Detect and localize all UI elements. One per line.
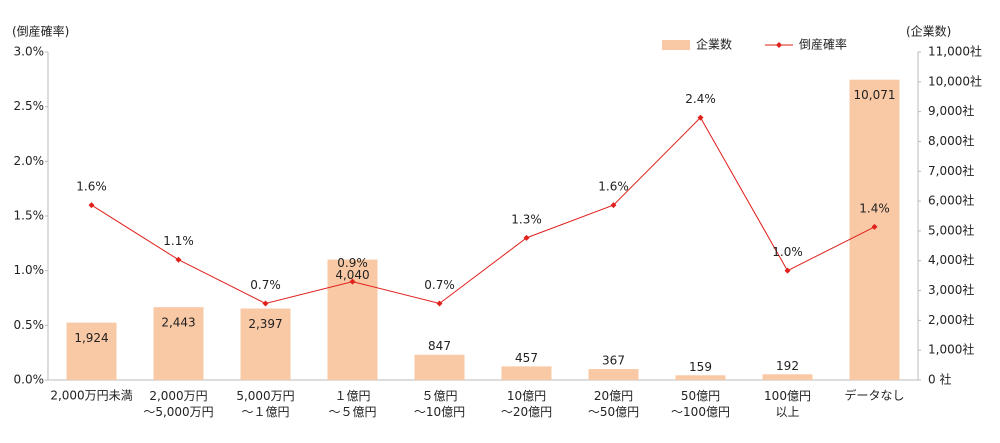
x-tick-label: 50億円～100億円 — [671, 389, 730, 419]
legend-swatch — [776, 42, 782, 48]
y2-tick-label: 8,000社 — [928, 133, 974, 148]
bar-value-label: 2,397 — [248, 317, 282, 331]
x-tick-label: 20億円～50億円 — [588, 389, 639, 419]
legend-label: 企業数 — [696, 37, 732, 52]
line-point — [88, 202, 95, 209]
y2-tick-label: 6,000社 — [928, 193, 974, 208]
bar — [762, 374, 813, 380]
bar-value-label: 457 — [515, 351, 538, 365]
y-tick-label: 3.0% — [14, 45, 45, 59]
line-point — [436, 300, 443, 307]
bar-value-label: 159 — [689, 360, 712, 374]
line-point — [697, 114, 704, 121]
y2-tick-label: 5,000社 — [928, 222, 974, 237]
bar-value-label: 1,924 — [74, 331, 108, 345]
y-tick-label: 2.0% — [14, 154, 45, 168]
legend-swatch — [662, 40, 690, 50]
bar-value-label: 367 — [602, 354, 625, 368]
y2-tick-label: 9,000社 — [928, 103, 974, 118]
line-point — [871, 223, 878, 230]
line-value-label: 1.6% — [598, 180, 629, 194]
bar-value-label: 10,071 — [854, 88, 896, 102]
y2-tick-label: 11,000社 — [928, 44, 982, 59]
bar — [588, 369, 639, 380]
line-value-label: 1.6% — [76, 180, 107, 194]
y-tick-label: 2.5% — [14, 99, 45, 113]
y-tick-label: 0.5% — [14, 318, 45, 332]
line-value-label: 0.9% — [337, 256, 368, 270]
line-point — [262, 300, 269, 307]
x-tick-label: 10億円～20億円 — [501, 389, 552, 419]
y2-axis-title: (企業数) — [906, 24, 951, 39]
line-point — [523, 234, 530, 241]
line-value-label: 1.4% — [859, 201, 890, 215]
y-tick-label: 1.0% — [14, 263, 45, 277]
x-tick-label: 2,000万円～5,000万円 — [143, 389, 213, 419]
y-axis-title: (倒産確率) — [12, 24, 69, 39]
x-tick-label: 100億円以上 — [764, 389, 811, 419]
y2-tick-label: 3,000社 — [928, 282, 974, 297]
y2-tick-label: 2,000社 — [928, 312, 974, 327]
line-value-label: 1.0% — [772, 245, 803, 259]
line-point — [610, 202, 617, 209]
line-point — [784, 267, 791, 274]
x-tick-label: １億円～５億円 — [328, 389, 376, 419]
line-value-label: 1.3% — [511, 212, 542, 226]
y2-tick-label: 1,000社 — [928, 342, 974, 357]
line-value-label: 1.1% — [163, 234, 194, 248]
x-tick-label: データなし — [844, 388, 904, 403]
bar — [153, 307, 204, 380]
legend-label: 倒産確率 — [799, 37, 847, 52]
line-value-label: 0.7% — [250, 278, 281, 292]
line-value-label: 2.4% — [685, 92, 716, 106]
bar-value-label: 847 — [428, 339, 451, 353]
line-value-label: 0.7% — [424, 278, 455, 292]
line-point — [349, 278, 356, 285]
y2-tick-label: 4,000社 — [928, 252, 974, 267]
y2-tick-label: 7,000社 — [928, 163, 974, 178]
line — [91, 116, 875, 305]
y-tick-label: 1.5% — [14, 209, 45, 223]
bar — [414, 354, 465, 380]
bar — [66, 322, 117, 380]
bar — [675, 375, 726, 380]
bar-value-label: 4,040 — [335, 268, 369, 282]
bar-value-label: 2,443 — [161, 316, 195, 330]
line-point — [175, 256, 182, 263]
y-tick-label: 0.0% — [14, 373, 45, 387]
x-tick-label: 2,000万円未満 — [50, 389, 132, 403]
bar — [240, 308, 291, 380]
y2-tick-label: 0 社 — [928, 372, 951, 387]
y2-tick-label: 10,000社 — [928, 73, 982, 88]
bar — [501, 366, 552, 380]
x-tick-label: 5,000万円～１億円 — [236, 389, 294, 419]
bar-value-label: 192 — [776, 359, 799, 373]
x-tick-label: ５億円～10億円 — [414, 389, 465, 419]
